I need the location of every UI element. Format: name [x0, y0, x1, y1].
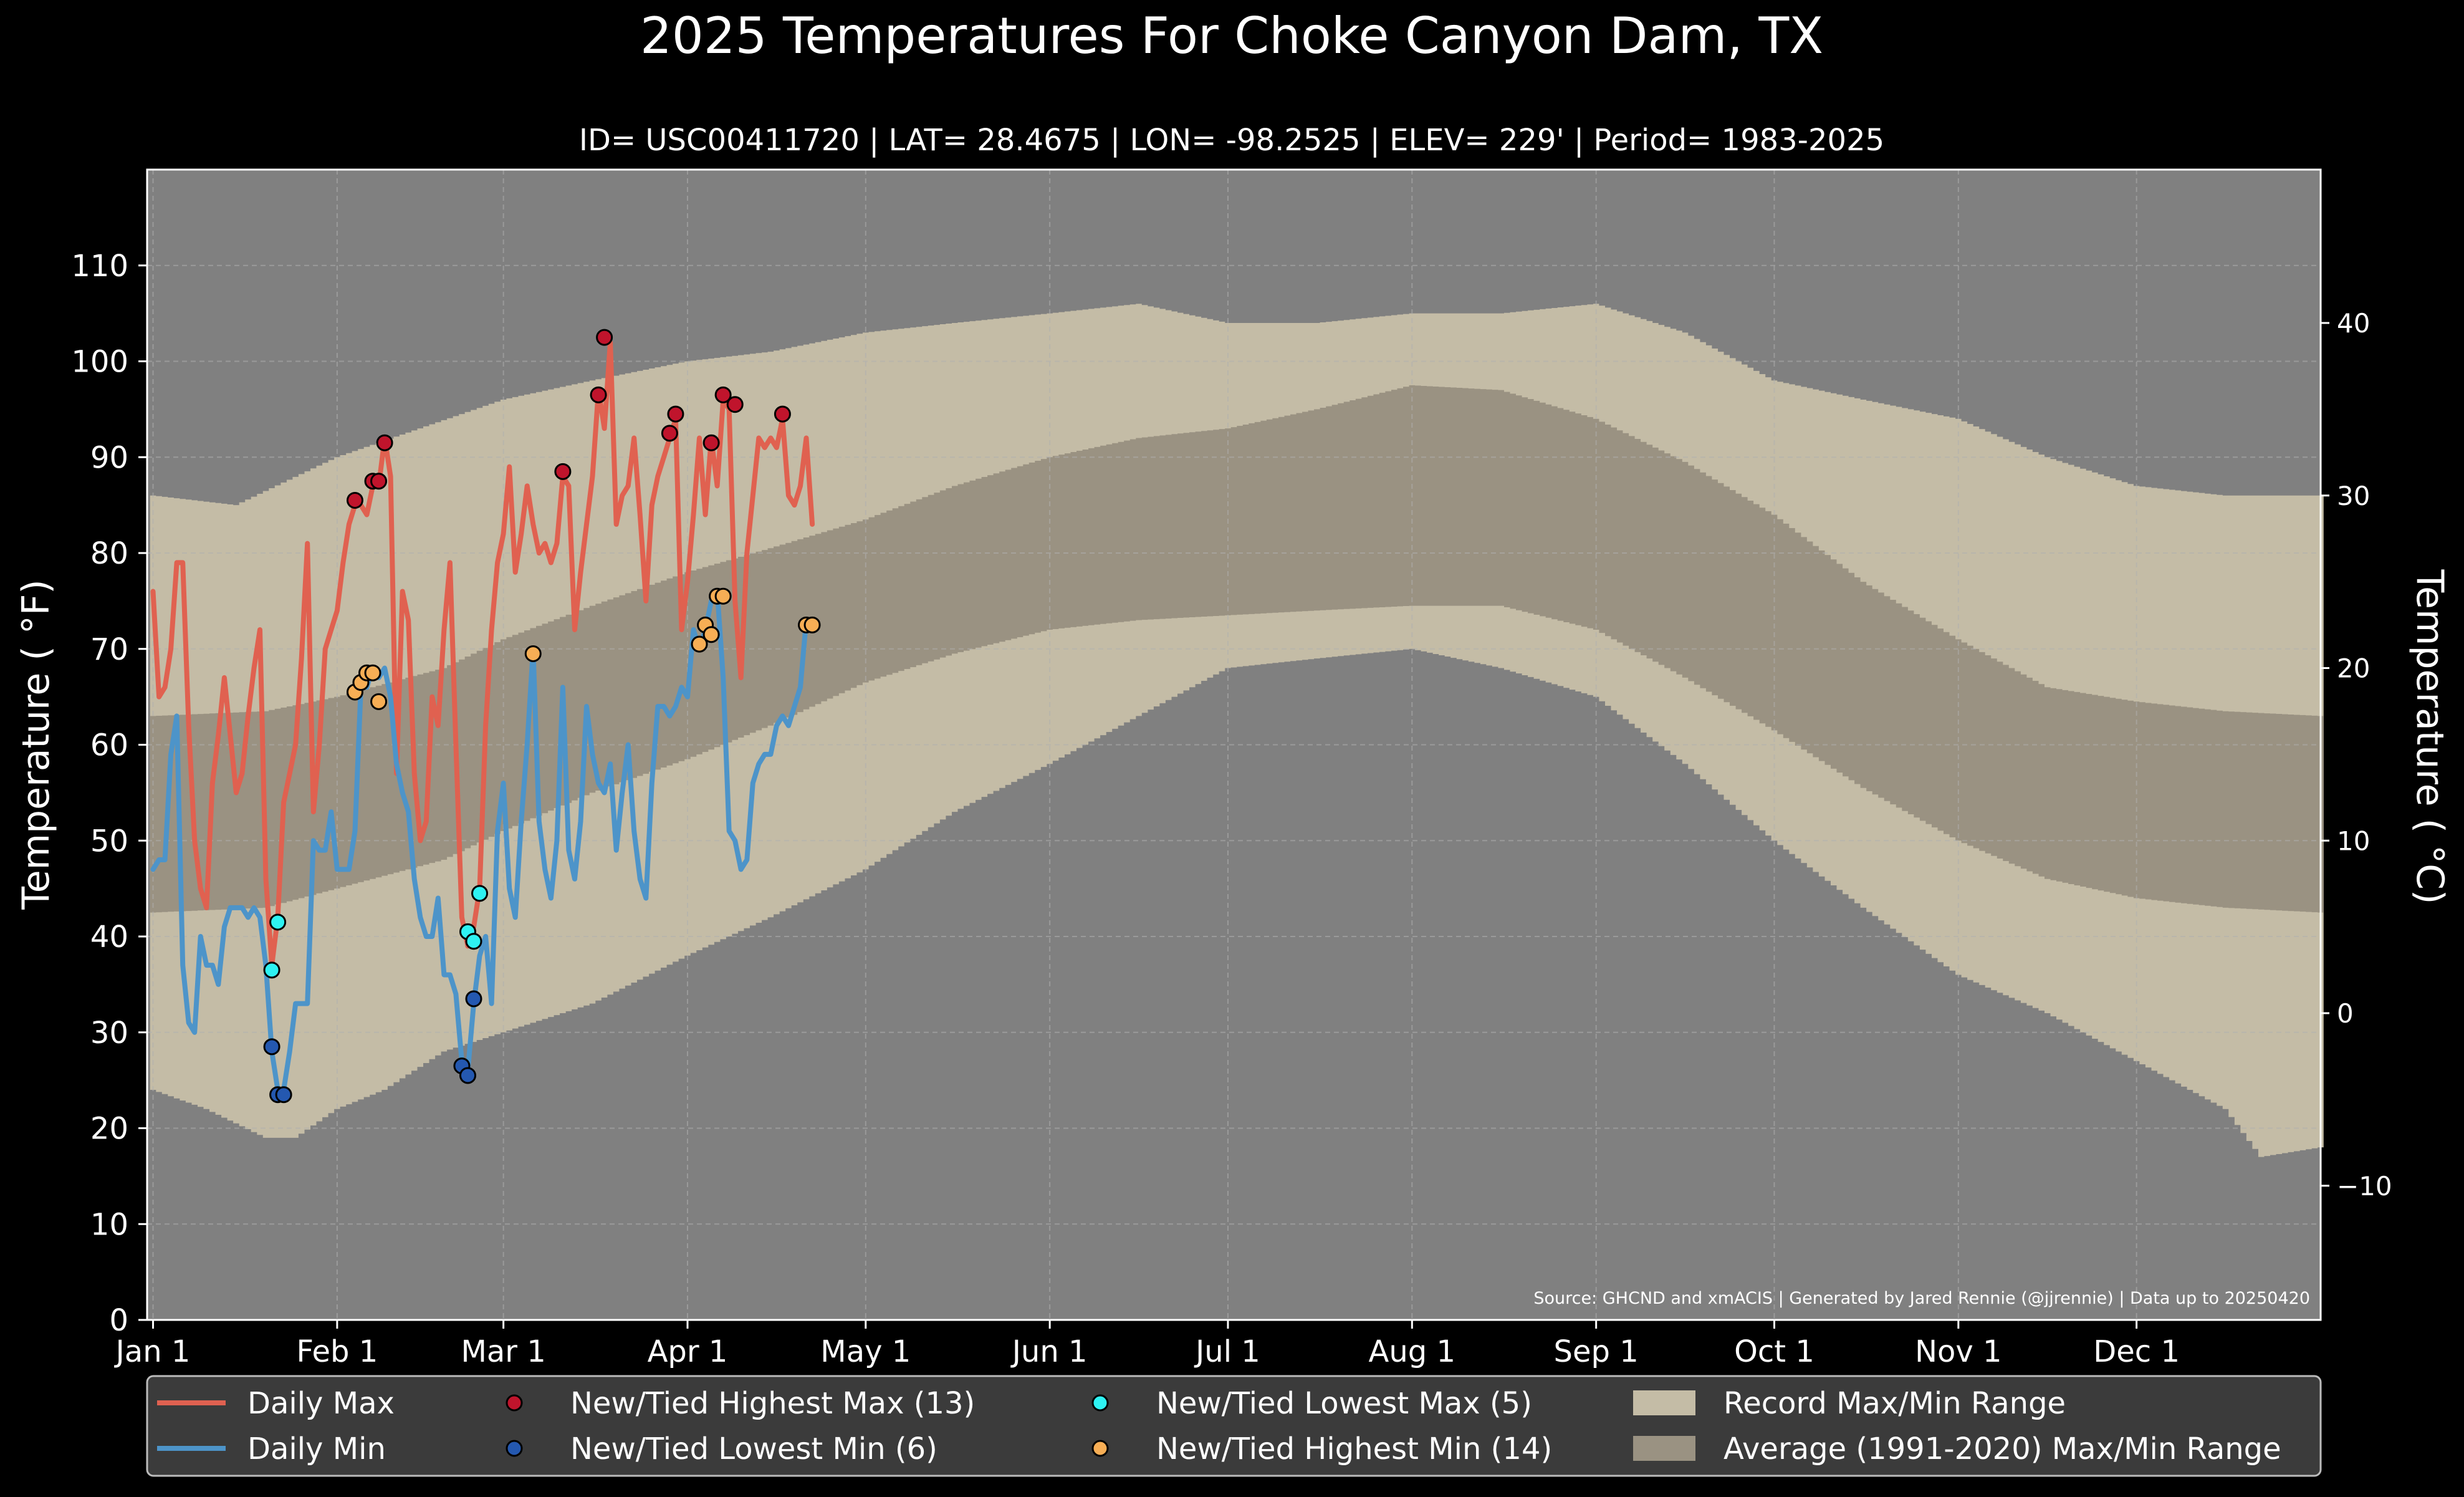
- record-markers: [263, 329, 821, 1104]
- record-marker: [590, 386, 607, 403]
- legend-swatch-patch: [1633, 1390, 1695, 1415]
- record-marker: [275, 1086, 292, 1104]
- legend-label: Daily Max: [247, 1386, 395, 1421]
- legend-swatch-marker: [506, 1440, 523, 1457]
- x-tick-label: Nov 1: [1915, 1334, 2001, 1369]
- y-tick-label: 80: [90, 536, 128, 571]
- record-marker: [691, 635, 708, 653]
- series-line-daily-max: [150, 339, 815, 968]
- y-tick-label: 20: [90, 1112, 128, 1147]
- record-marker: [661, 425, 678, 442]
- record-marker: [726, 396, 744, 413]
- y-axis-left: 0 10 20 30 40 50 60 70 80 90 100 110: [71, 249, 147, 1338]
- record-marker: [471, 885, 489, 902]
- y-tick-label: 0: [109, 1303, 128, 1338]
- y-tick-label-right: 40: [2337, 308, 2370, 339]
- legend-label: Average (1991-2020) Max/Min Range: [1723, 1432, 2281, 1466]
- y-tick-label: 70: [90, 632, 128, 667]
- legend-label: New/Tied Highest Min (14): [1156, 1432, 1552, 1466]
- x-tick-label: Jun 1: [1010, 1334, 1088, 1369]
- record-marker: [596, 329, 613, 346]
- y-tick-label: 60: [90, 728, 128, 763]
- y-tick-label: 100: [71, 345, 128, 380]
- x-tick-label: May 1: [820, 1334, 911, 1369]
- record-marker: [346, 491, 363, 509]
- record-marker: [702, 626, 720, 643]
- legend-box: [146, 1375, 2322, 1477]
- y-tick-label: 40: [90, 920, 128, 955]
- chart-subtitle: ID= USC00411720 | LAT= 28.4675 | LON= -9…: [579, 123, 1884, 158]
- y-tick-label: 50: [90, 824, 128, 859]
- legend-swatch-marker: [1091, 1440, 1109, 1457]
- y-tick-label: 30: [90, 1016, 128, 1051]
- x-tick-label: Oct 1: [1734, 1334, 1814, 1369]
- record-marker: [667, 405, 684, 423]
- chart-title: 2025 Temperatures For Choke Canyon Dam, …: [640, 7, 1823, 65]
- x-tick-label: Aug 1: [1369, 1334, 1456, 1369]
- y-tick-label: 90: [90, 440, 128, 475]
- y-axis-label-left: Temperature ( °F): [14, 579, 58, 910]
- record-marker: [376, 434, 393, 451]
- record-marker: [263, 1038, 280, 1056]
- y-axis-right: −10 0 10 20 30 40: [2321, 308, 2392, 1201]
- legend-swatch-marker: [506, 1394, 523, 1412]
- record-marker: [702, 434, 720, 451]
- legend-swatch-marker: [1091, 1394, 1109, 1412]
- x-axis: Jan 1 Feb 1 Mar 1 Apr 1 May 1 Jun 1 Jul 1 Aug 1…: [114, 1320, 2180, 1369]
- y-tick-label-right: 10: [2337, 826, 2370, 856]
- record-marker: [370, 693, 388, 710]
- plot-area: Source: GHCND and xmACIS | Generated by …: [146, 168, 2324, 1321]
- record-marker: [524, 645, 542, 662]
- x-tick-label: Apr 1: [648, 1334, 728, 1369]
- y-tick-label: 110: [71, 249, 128, 284]
- x-tick-label: Feb 1: [296, 1334, 378, 1369]
- record-marker: [269, 913, 287, 931]
- x-tick-label: Mar 1: [461, 1334, 545, 1369]
- y-tick-label-right: −10: [2337, 1171, 2392, 1201]
- legend-swatch-patch: [1633, 1436, 1695, 1461]
- grid-lines: [147, 170, 2321, 1321]
- legend-label: Record Max/Min Range: [1723, 1386, 2066, 1421]
- x-tick-label: Jul 1: [1194, 1334, 1260, 1369]
- record-marker: [774, 405, 791, 423]
- legend-items: Daily Max Daily Min New/Tied Highest Max (…: [157, 1386, 2281, 1466]
- y-tick-label: 10: [90, 1207, 128, 1242]
- record-marker: [554, 463, 572, 480]
- legend-label: New/Tied Highest Max (13): [570, 1386, 975, 1421]
- x-tick-label: Jan 1: [114, 1334, 191, 1369]
- record-marker: [803, 616, 821, 633]
- y-tick-label-right: 20: [2337, 653, 2370, 684]
- legend-label: New/Tied Lowest Min (6): [570, 1432, 937, 1466]
- y-axis-label-right: Temperature ( °C): [2408, 569, 2452, 905]
- record-marker: [364, 664, 381, 681]
- legend: Daily Max Daily Min New/Tied Highest Max (…: [146, 1375, 2322, 1477]
- record-marker: [465, 990, 482, 1008]
- record-marker: [370, 473, 388, 490]
- legend-label: New/Tied Lowest Max (5): [1156, 1386, 1532, 1421]
- record-marker: [465, 933, 482, 950]
- x-tick-label: Sep 1: [1554, 1334, 1639, 1369]
- record-marker: [714, 587, 732, 605]
- x-tick-label: Dec 1: [2093, 1334, 2180, 1369]
- y-tick-label-right: 0: [2337, 998, 2354, 1029]
- legend-label: Daily Min: [247, 1432, 386, 1466]
- source-note: Source: GHCND and xmACIS | Generated by …: [1533, 1289, 2310, 1308]
- y-tick-label-right: 30: [2337, 481, 2370, 511]
- record-marker: [459, 1067, 476, 1084]
- record-marker: [263, 961, 280, 979]
- record-marker: [714, 386, 732, 403]
